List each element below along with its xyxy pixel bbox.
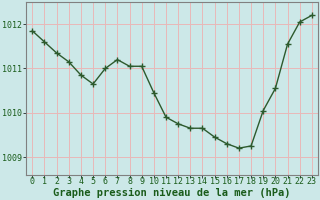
X-axis label: Graphe pression niveau de la mer (hPa): Graphe pression niveau de la mer (hPa) (53, 188, 291, 198)
